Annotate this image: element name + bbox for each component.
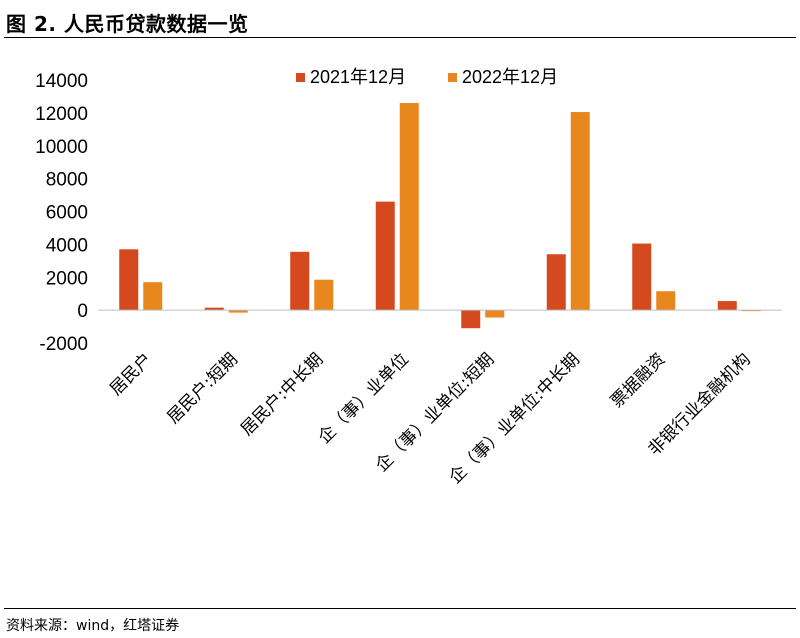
- y-tick-label: 0: [77, 301, 88, 322]
- category-label: 居民户:中长期: [237, 350, 327, 440]
- bar-2021-5: [546, 254, 566, 311]
- bar-2022-2: [314, 279, 334, 311]
- chart-legend: 2021年12月 2022年12月: [296, 67, 558, 87]
- legend-label: 2021年12月: [310, 67, 406, 87]
- legend-swatch: [296, 73, 305, 82]
- bar-2021-2: [290, 251, 310, 311]
- category-label: 票据融资: [607, 350, 669, 412]
- bar-2022-6: [656, 291, 676, 311]
- x-axis: 居民户 居民户:短期居民户:中长期企（事）业单位企（事）业单位:短期企（事）业单位…: [98, 309, 782, 488]
- bar-2021-7: [717, 301, 737, 311]
- bar-2021-1: [204, 307, 224, 311]
- legend-swatch: [448, 73, 457, 82]
- bar-chart: 2021年12月 2022年12月 -2000 0 2000 4000 6000 8000 1…: [35, 67, 782, 488]
- y-tick-label: 8000: [46, 170, 88, 191]
- legend-label: 2022年12月: [462, 67, 558, 87]
- bar-2021-6: [632, 243, 652, 311]
- category-label: 居民户: [106, 350, 156, 400]
- y-tick-label: 2000: [46, 268, 88, 289]
- category-label: 居民户:短期: [163, 350, 241, 428]
- bar-2022-1: [228, 310, 248, 313]
- category-label: 企（事）业单位: [314, 350, 412, 448]
- y-tick-label: 6000: [46, 203, 88, 224]
- y-tick-label: -2000: [39, 334, 88, 355]
- bar-2021-0: [119, 249, 139, 311]
- y-tick-label: 4000: [46, 235, 88, 256]
- source-note: 资料来源：wind，红塔证券: [6, 618, 180, 634]
- bar-2021-3: [375, 201, 395, 311]
- top-divider: [4, 37, 796, 38]
- bottom-divider: [4, 608, 796, 609]
- y-tick-label: 12000: [35, 104, 88, 125]
- bar-2022-5: [570, 112, 590, 311]
- figure-title: 图 2. 人民币贷款数据一览: [6, 12, 249, 36]
- bar-2022-0: [143, 282, 163, 311]
- bar-2021-4: [461, 310, 481, 329]
- y-axis: -2000 0 2000 4000 6000 8000 10000 12000 14000: [35, 71, 88, 355]
- y-tick-label: 10000: [35, 137, 88, 158]
- bar-2022-3: [399, 103, 419, 311]
- bar-2022-4: [485, 310, 505, 318]
- bars-group: [119, 103, 761, 329]
- y-tick-label: 14000: [35, 71, 88, 92]
